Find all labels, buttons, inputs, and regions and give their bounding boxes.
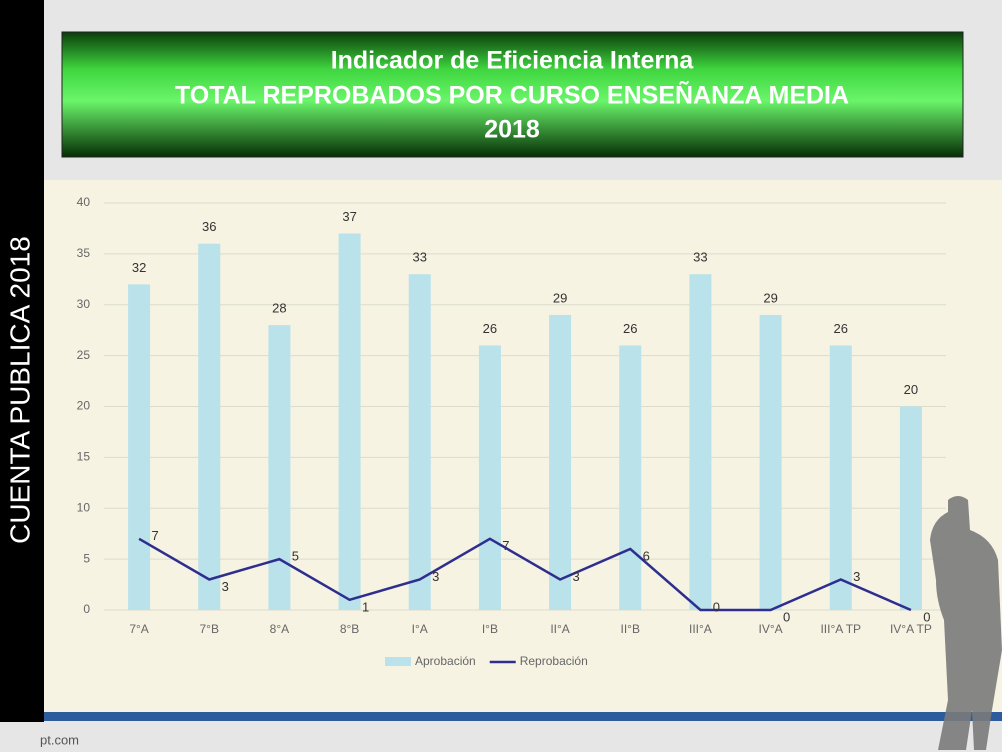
data-label: 0 [783,609,790,624]
x-tick-label: I°B [482,622,498,636]
data-label: 6 [643,548,650,563]
bar [338,233,361,610]
data-label: 0 [923,609,930,624]
y-tick-label: 0 [83,602,90,616]
x-tick-label: II°A [550,622,569,636]
data-label: 32 [132,260,146,275]
data-label: 20 [904,382,918,397]
bar [549,314,572,610]
bar [829,345,852,610]
y-tick-label: 10 [77,500,91,514]
bar [198,243,221,610]
y-tick-label: 40 [77,195,91,209]
chart-title: TOTAL REPROBADOS POR CURSO ENSEÑANZA MED… [175,80,849,110]
x-tick-label: II°B [621,622,640,636]
chart-title: 2018 [484,116,540,144]
x-tick-label: IV°A [759,622,783,636]
y-tick-label: 5 [83,551,90,565]
bar [268,325,291,610]
data-label: 1 [362,599,369,614]
data-label: 7 [502,538,509,553]
data-label: 28 [272,301,286,316]
x-tick-label: III°A TP [820,622,861,636]
side-label: CUENTA PUBLICA 2018 [4,236,35,544]
bar [619,345,642,610]
x-tick-label: IV°A TP [890,622,932,636]
data-label: 29 [553,290,567,305]
data-label: 33 [413,250,427,265]
data-label: 3 [432,569,439,584]
chart-title: Indicador de Eficiencia Interna [331,47,695,75]
y-tick-label: 15 [77,450,91,464]
data-label: 3 [853,569,860,584]
x-tick-label: 8°A [270,622,289,636]
data-label: 7 [151,528,158,543]
bottom-stripe [44,712,1002,721]
bar [689,274,712,610]
data-label: 37 [342,209,356,224]
x-tick-label: 7°A [129,622,148,636]
x-tick-label: 8°B [340,622,359,636]
data-label: 0 [713,599,720,614]
data-label: 26 [623,321,637,336]
footer-text: pt.com [40,732,79,747]
y-tick-label: 35 [77,246,91,260]
legend-label: Reprobación [520,654,588,668]
line [138,537,912,612]
data-label: 36 [202,219,216,234]
data-label: 3 [572,569,579,584]
bar [899,406,922,610]
data-label: 26 [483,321,497,336]
data-label: 5 [292,549,299,564]
y-tick-label: 20 [77,399,91,413]
legend-swatch [385,657,411,666]
bar [408,274,431,610]
title-banner [61,31,964,158]
x-tick-label: I°A [412,622,428,636]
data-label: 29 [763,290,777,305]
data-label: 3 [222,579,229,594]
x-tick-label: 7°B [200,622,219,636]
y-tick-label: 25 [77,348,91,362]
y-tick-label: 30 [77,297,91,311]
bar [128,284,151,610]
data-label: 33 [693,250,707,265]
bar [759,314,782,610]
data-label: 26 [834,321,848,336]
person-silhouette [930,496,1002,750]
side-bar [0,0,44,722]
x-tick-label: III°A [689,622,712,636]
legend-label: Aprobación [415,654,476,668]
bar [478,345,501,610]
